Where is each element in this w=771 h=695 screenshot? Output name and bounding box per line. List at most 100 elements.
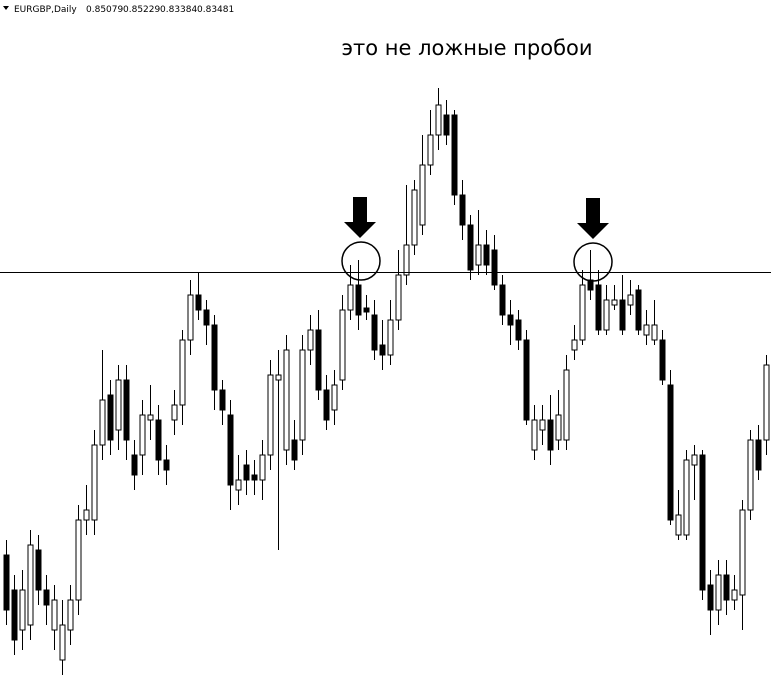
candle-body (755, 439, 762, 471)
candle-body (179, 339, 186, 406)
candle-body (59, 624, 66, 661)
candle-body (267, 374, 274, 456)
candle-body (563, 369, 570, 441)
candle-body (219, 389, 226, 411)
candle-body (707, 584, 714, 611)
candle-body (627, 294, 634, 306)
arrow (577, 198, 609, 239)
candle-body (379, 344, 386, 356)
circle (573, 242, 613, 282)
candle-body (523, 339, 530, 421)
candle-body (147, 414, 154, 421)
candle-body (91, 444, 98, 521)
candle-body (499, 284, 506, 316)
candle-body (507, 314, 514, 326)
candle-body (515, 319, 522, 341)
candle-body (571, 339, 578, 351)
candle-body (131, 454, 138, 476)
candle-body (139, 414, 146, 456)
candle-body (299, 349, 306, 441)
candle-body (323, 389, 330, 421)
menu-triangle (3, 6, 9, 10)
candle-body (435, 104, 442, 136)
candle-body (595, 284, 602, 331)
candle-body (411, 189, 418, 246)
header-high: 0.85229 (123, 5, 160, 15)
candle-body (603, 299, 610, 331)
candle-body (763, 364, 770, 441)
candle-body (619, 299, 626, 331)
candle-body (611, 299, 618, 306)
candle-body (459, 194, 466, 226)
candle-body (35, 549, 42, 591)
candle-body (371, 314, 378, 351)
candle-body (483, 244, 490, 266)
candle-body (451, 114, 458, 196)
candle-body (283, 349, 290, 451)
candle-body (195, 294, 202, 311)
candle-body (243, 464, 250, 481)
arrow (344, 197, 376, 238)
candle-body (739, 509, 746, 596)
candle-body (331, 384, 338, 411)
candle-body (83, 509, 90, 521)
candle-body (491, 249, 498, 286)
candle-body (339, 309, 346, 381)
candle-body (395, 274, 402, 321)
candle-body (683, 459, 690, 536)
candle-body (731, 589, 738, 601)
candle-body (203, 309, 210, 326)
candle-body (715, 574, 722, 611)
candle-body (115, 379, 122, 431)
candle-body (259, 454, 266, 481)
candle-body (347, 284, 354, 311)
candle-body (531, 419, 538, 451)
candle-body (443, 114, 450, 136)
candle-body (691, 454, 698, 466)
candle-body (667, 384, 674, 521)
candle-body (155, 419, 162, 461)
candle-body (107, 394, 114, 441)
symbol-label: EURGBP,Daily (14, 5, 77, 15)
candle-body (19, 589, 26, 631)
candle-body (579, 284, 586, 341)
candle-body (547, 419, 554, 451)
candle-body (747, 439, 754, 511)
candle-body (67, 599, 74, 631)
header-close: 0.83481 (197, 5, 234, 15)
candle-body (419, 164, 426, 226)
candle-body (539, 419, 546, 431)
candle-body (275, 374, 282, 381)
candle-body (723, 574, 730, 601)
candle-body (43, 589, 50, 606)
candle-body (211, 324, 218, 391)
candle-body (475, 244, 482, 266)
candle-body (307, 329, 314, 351)
candle-body (675, 514, 682, 536)
candle-body (635, 289, 642, 331)
candle-body (251, 474, 258, 481)
annotation-left (341, 197, 381, 281)
candle-body (403, 244, 410, 276)
candle-body (587, 279, 594, 291)
candle-body (99, 399, 106, 446)
candle-body (427, 134, 434, 166)
candle-body (3, 554, 10, 611)
annotation-right (573, 198, 613, 282)
candle-body (699, 454, 706, 591)
candle-body (187, 294, 194, 341)
candle-body (27, 544, 34, 626)
candles (3, 88, 770, 675)
candle-body (467, 224, 474, 271)
candle-body (123, 379, 130, 441)
candle-body (651, 324, 658, 341)
candle-body (555, 414, 562, 441)
circle (341, 241, 381, 281)
candle-body (659, 339, 666, 381)
candle-body (227, 414, 234, 486)
candle-body (75, 519, 82, 601)
candle-body (291, 439, 298, 461)
candle-body (51, 599, 58, 631)
